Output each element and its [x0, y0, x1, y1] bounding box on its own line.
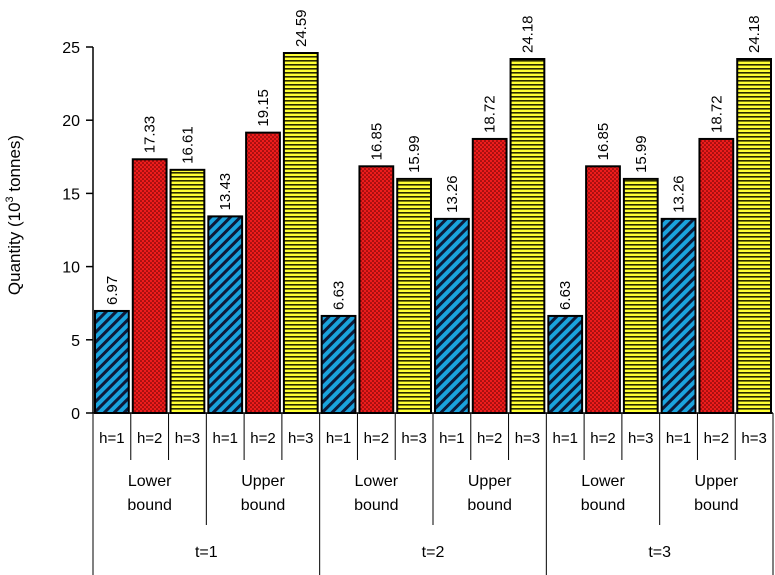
bar	[131, 158, 168, 414]
category-label: h=2	[364, 430, 389, 447]
time-label: t=1	[195, 544, 218, 561]
time-label: t=2	[422, 544, 445, 561]
bar	[660, 217, 697, 414]
category-label: h=1	[99, 430, 124, 447]
bar	[94, 309, 130, 414]
bound-label: bound	[467, 497, 512, 514]
data-label: 24.59	[293, 9, 310, 47]
y-tick-label: 15	[62, 186, 80, 203]
category-label: h=3	[628, 430, 653, 447]
y-axis-label: Quantity (103 tonnes)	[4, 135, 24, 295]
category-label: h=1	[326, 430, 351, 447]
data-label: 15.99	[406, 135, 423, 173]
category-label: h=2	[477, 430, 502, 447]
y-tick-label: 0	[71, 406, 80, 423]
bar	[358, 165, 395, 414]
category-label: h=3	[401, 430, 426, 447]
data-label: 24.18	[746, 15, 763, 53]
bound-label: bound	[127, 497, 172, 514]
bound-label: bound	[354, 497, 399, 514]
bound-label: Lower	[128, 473, 172, 490]
data-label: 6.63	[331, 281, 348, 310]
y-tick-label: 10	[62, 260, 80, 277]
bar	[698, 137, 735, 414]
time-label: t=3	[648, 544, 671, 561]
data-label: 6.63	[557, 281, 574, 310]
category-label: h=3	[741, 430, 766, 447]
data-label: 19.15	[255, 89, 272, 127]
bound-label: bound	[581, 497, 626, 514]
y-tick-label: 20	[62, 113, 80, 130]
bar	[434, 217, 470, 414]
bar	[736, 58, 773, 415]
category-label: h=2	[704, 430, 729, 447]
bound-label: Upper	[241, 473, 285, 490]
data-label: 13.26	[444, 175, 461, 213]
bound-label: Upper	[695, 473, 739, 490]
data-label: 13.43	[217, 173, 234, 211]
bound-label: Lower	[581, 473, 625, 490]
data-label: 24.18	[519, 15, 536, 53]
y-tick-label: 5	[71, 333, 80, 350]
data-label: 18.72	[482, 95, 499, 133]
bar	[509, 58, 546, 415]
category-label: h=1	[666, 430, 691, 447]
bar	[622, 177, 659, 414]
y-tick-label: 25	[62, 40, 80, 57]
data-label: 16.85	[595, 123, 612, 161]
category-label: h=3	[515, 430, 540, 447]
bar	[547, 314, 584, 414]
data-label: 16.85	[368, 123, 385, 161]
bar	[169, 168, 206, 414]
category-label: h=1	[439, 430, 464, 447]
data-label: 17.33	[142, 116, 159, 154]
bar	[282, 52, 319, 414]
bound-label: bound	[241, 497, 286, 514]
data-label: 18.72	[708, 95, 725, 133]
category-label: h=2	[137, 430, 162, 447]
data-label: 13.26	[671, 175, 688, 213]
bar	[320, 314, 357, 414]
bar	[471, 137, 508, 414]
bound-label: bound	[694, 497, 739, 514]
category-label: h=1	[552, 430, 577, 447]
bar	[207, 215, 244, 414]
data-label: 15.99	[633, 135, 650, 173]
plot-area: 0 5 10 15 20 25 6.97 17.33 16.61 13.43 19.15 24.59 6…	[62, 9, 774, 575]
category-label: h=2	[590, 430, 615, 447]
bar	[585, 165, 621, 414]
category-label: h=3	[175, 430, 200, 447]
data-label: 6.97	[104, 276, 121, 305]
bound-label: Upper	[468, 473, 512, 490]
data-label: 16.61	[179, 126, 196, 164]
category-label: h=2	[250, 430, 275, 447]
category-label: h=1	[212, 430, 237, 447]
bound-label: Lower	[355, 473, 399, 490]
bar	[245, 131, 281, 414]
bar	[396, 177, 433, 414]
category-label: h=3	[288, 430, 313, 447]
